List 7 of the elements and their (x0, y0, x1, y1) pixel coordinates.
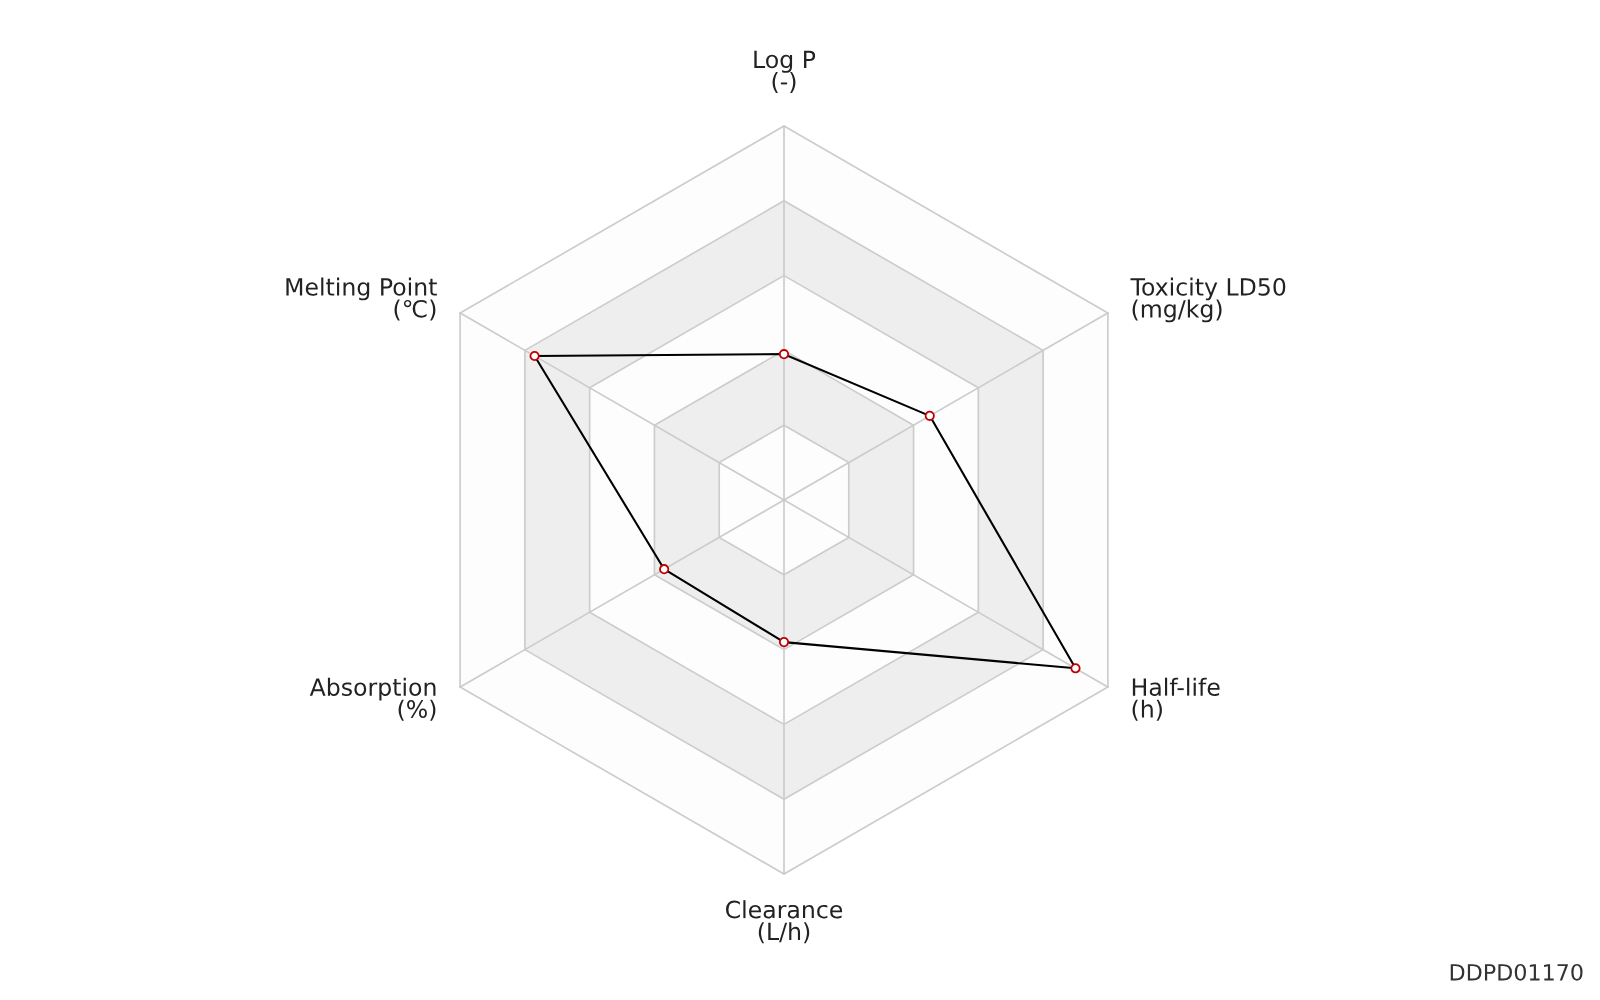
spoke-label: Melting Point (℃) (286, 277, 437, 321)
text: DDPD01170 (1450, 963, 1583, 981)
spoke-label: Absorption (%) (309, 677, 436, 721)
spoke-label: Half-life (h) (1132, 677, 1220, 721)
spoke-label: Log P (-) (754, 50, 816, 94)
spoke-label: Clearance (L/h) (725, 900, 843, 944)
spoke-label: Toxicity LD50 (mg/kg) (1130, 277, 1286, 323)
